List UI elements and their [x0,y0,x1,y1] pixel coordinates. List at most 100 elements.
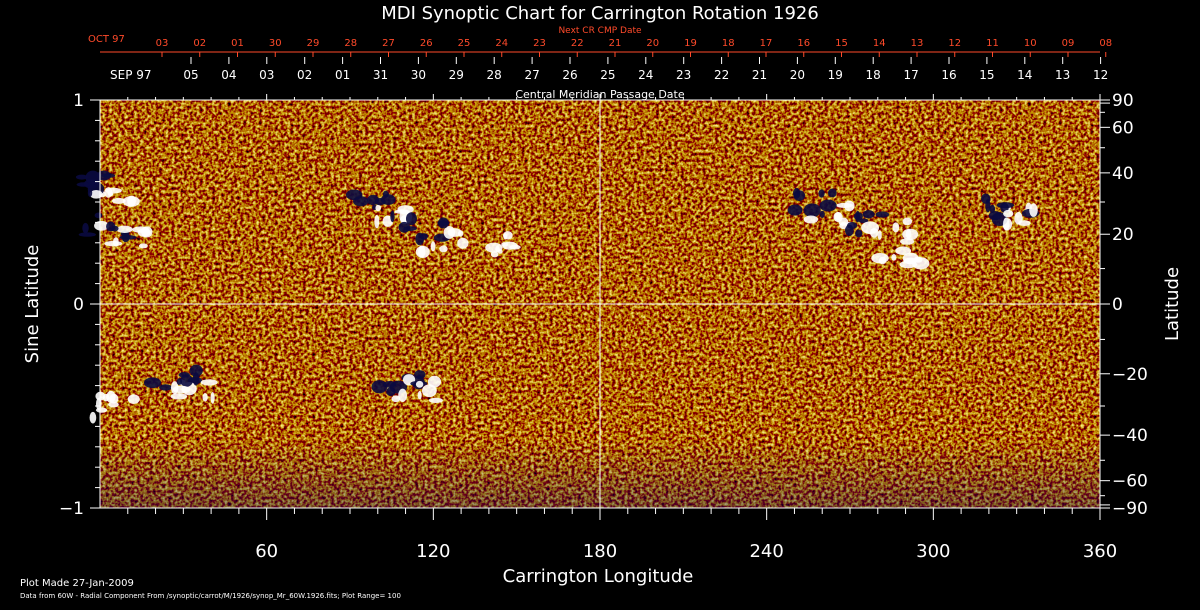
active-region-blob [457,237,469,249]
cmp-day-label: 28 [487,68,502,82]
cmp-day-label: 17 [903,68,918,82]
next-cr-day-label: 24 [495,38,508,49]
active-region-blob [137,228,151,237]
next-cr-month-label: OCT 97 [88,34,125,45]
active-region-blob [192,372,200,386]
active-region-blob [878,256,887,265]
active-region-blob [374,214,380,229]
active-region-blob [398,388,408,402]
x-axis: 60 120 180 240 300 360 [127,94,1117,562]
active-region-blob [159,384,173,391]
active-region-blob [438,217,449,229]
active-region-blob [111,197,126,204]
active-region-blob [447,228,462,237]
next-cr-day-label: 21 [609,38,622,49]
y-axis-label-left: Sine Latitude [22,245,43,364]
active-region-blob [819,199,837,212]
cmp-day-label: 05 [183,68,198,82]
active-region-blob [143,377,162,389]
active-region-blob [891,254,897,261]
plot-area [75,99,1101,509]
active-region-blob [102,393,110,402]
active-region-blob [119,235,137,240]
right-tick-label: −60 [1112,472,1148,492]
active-region-blob [75,174,88,180]
active-region-blob [902,228,919,241]
x-tick-label: 60 [255,541,278,562]
next-cr-day-label: 25 [458,38,471,49]
active-region-blob [827,188,837,198]
active-region-blob [394,209,409,214]
active-region-blob [996,202,1015,209]
active-region-blob [367,194,379,206]
active-region-blob [210,392,215,404]
active-region-blob [439,245,448,253]
chart-title: MDI Synoptic Chart for Carrington Rotati… [381,3,819,24]
active-region-blob [421,384,437,398]
active-region-blob [415,380,424,388]
next-cr-day-label: 08 [1099,38,1112,49]
active-region-blob [101,173,116,178]
left-tick-label: 0 [73,295,84,315]
active-regions [75,170,1040,424]
cmp-day-label: 18 [866,68,881,82]
active-region-blob [803,215,818,224]
left-tick-label: 1 [73,91,84,111]
active-region-blob [870,227,879,238]
cmp-day-label: 01 [335,68,350,82]
active-region-blob [352,196,369,207]
cmp-day-label: 30 [411,68,426,82]
x-tick-label: 120 [416,541,450,562]
active-region-blob [85,170,101,185]
right-tick-label: 20 [1112,225,1134,245]
active-region-blob [89,411,97,424]
active-region-blob [985,199,991,213]
right-tick-label: 90 [1112,91,1134,111]
left-tick-label: −1 [59,499,84,519]
active-region-blob [417,391,422,400]
active-region-blob [913,256,923,263]
next-cr-day-label: 30 [269,38,282,49]
right-tick-label: −40 [1112,426,1148,446]
next-cr-day-label: 02 [193,38,206,49]
next-cr-day-label: 15 [835,38,848,49]
next-cr-day-label: 26 [420,38,433,49]
active-region-blob [415,232,425,246]
active-region-blob [844,200,855,212]
active-region-blob [127,195,136,207]
active-region-blob [382,381,397,388]
active-region-blob [1014,212,1023,225]
active-region-blob [189,364,203,377]
next-cr-day-label: 19 [684,38,697,49]
active-region-blob [106,221,116,232]
cmp-day-label: 13 [1055,68,1070,82]
cmp-day-label: 27 [524,68,539,82]
cmp-day-label: 03 [259,68,274,82]
active-region-blob [391,395,401,403]
next-cr-day-label: 09 [1062,38,1075,49]
right-tick-label: 40 [1112,164,1134,184]
active-region-blob [1003,209,1014,218]
active-region-blob [127,394,140,405]
active-region-blob [1029,203,1038,217]
active-region-blob [94,212,103,219]
active-region-blob [403,226,417,231]
right-tick-label: −90 [1112,499,1148,519]
next-cr-day-label: 27 [382,38,395,49]
next-cr-day-label: 28 [344,38,357,49]
active-region-blob [495,245,500,252]
active-region-blob [89,190,103,199]
next-cr-day-label: 18 [722,38,735,49]
active-region-blob [78,232,96,237]
active-region-blob [509,244,521,250]
active-region-blob [862,210,875,219]
active-region-blob [382,190,389,198]
cmp-day-label: 16 [941,68,956,82]
cmp-day-label: 29 [449,68,464,82]
active-region-blob [138,243,148,249]
cmp-day-label: 21 [752,68,767,82]
active-region-blob [902,217,913,226]
x-tick-label: 240 [749,541,783,562]
right-tick-label: −20 [1112,365,1148,385]
